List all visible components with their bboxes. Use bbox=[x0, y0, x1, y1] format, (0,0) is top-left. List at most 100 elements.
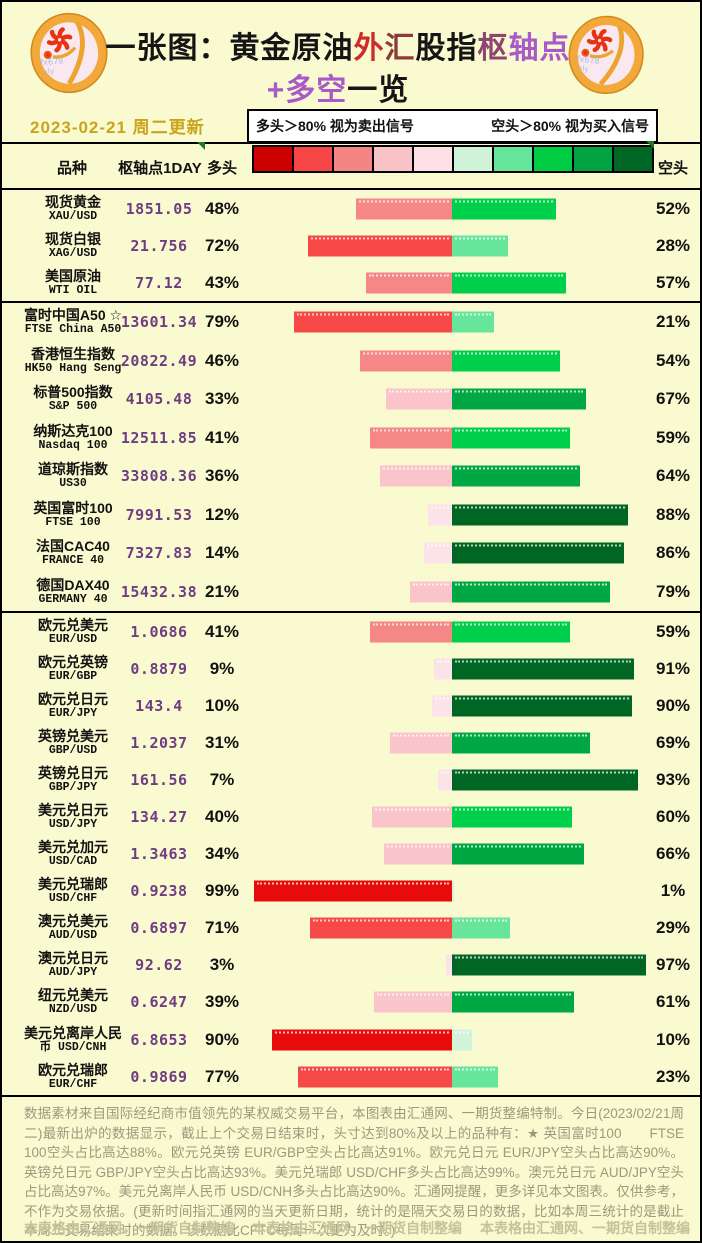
instrument-name-cn: 美元兑离岸人民 bbox=[24, 1024, 122, 1041]
instrument-name-cn: 英国富时100 bbox=[33, 499, 113, 516]
instrument-name-en: USD/CAD bbox=[48, 855, 98, 869]
pivot-value: 0.8879 bbox=[130, 659, 188, 678]
long-percent: 40% bbox=[204, 807, 240, 827]
instrument-name-en: EUR/GBP bbox=[48, 669, 98, 683]
comment-marker-icon bbox=[197, 142, 205, 150]
mooncake-right-image: fx678 vly bbox=[561, 6, 652, 106]
instrument-name-cn: 香港恒生指数 bbox=[31, 345, 115, 362]
pivot-value: 161.56 bbox=[130, 770, 188, 789]
long-percent: 99% bbox=[204, 881, 240, 901]
short-bar bbox=[452, 917, 510, 939]
instrument-name: 美元兑离岸人民币 USD/CNH bbox=[10, 1021, 136, 1058]
pivot-value: 0.9238 bbox=[130, 882, 188, 901]
instrument-name-en: WTI OIL bbox=[48, 283, 98, 297]
long-percent: 9% bbox=[209, 658, 235, 678]
long-bar bbox=[370, 427, 452, 449]
instrument-name-cn: 纳斯达克100 bbox=[33, 422, 113, 439]
instrument-name: 德国DAX40 GERMANY 40 bbox=[10, 573, 136, 612]
instrument-name: 欧元兑瑞郎 EUR/CHF bbox=[10, 1058, 136, 1095]
short-percent: 10% bbox=[655, 1029, 691, 1049]
short-percent: 60% bbox=[655, 807, 691, 827]
instrument-name-en: XAG/USD bbox=[48, 246, 98, 260]
scale-color-cell bbox=[412, 147, 452, 171]
short-bar bbox=[452, 769, 638, 791]
table-row: 欧元兑日元 EUR/JPY 143.4 10% 90% bbox=[2, 687, 700, 724]
instrument-name: 现货白银 XAG/USD bbox=[10, 227, 136, 264]
instrument-name: 纳斯达克100 Nasdaq 100 bbox=[10, 419, 136, 458]
instrument-name: 英国富时100 FTSE 100 bbox=[10, 496, 136, 535]
short-bar bbox=[452, 1029, 472, 1051]
long-percent: 10% bbox=[204, 695, 240, 715]
pivot-value: 1.3463 bbox=[130, 845, 188, 864]
long-percent: 34% bbox=[204, 844, 240, 864]
mooncake-icon: fx678 vly bbox=[568, 15, 644, 95]
long-percent: 41% bbox=[204, 621, 240, 641]
instrument-name: 欧元兑美元 EUR/USD bbox=[10, 613, 136, 650]
long-bar bbox=[386, 388, 452, 410]
scale-color-cell bbox=[452, 147, 492, 171]
table-row: 英镑兑日元 GBP/JPY 161.56 7% 93% bbox=[2, 761, 700, 798]
pivot-value: 15432.38 bbox=[120, 582, 198, 601]
table-row: 澳元兑美元 AUD/USD 0.6897 71% 29% bbox=[2, 910, 700, 947]
short-bar bbox=[452, 581, 610, 603]
short-bar bbox=[452, 198, 556, 219]
table-row: 香港恒生指数 HK50 Hang Seng 20822.49 46% 54% bbox=[2, 342, 700, 381]
instrument-name-en: S&P 500 bbox=[48, 400, 98, 414]
instrument-name: 纽元兑美元 NZD/USD bbox=[10, 984, 136, 1021]
table-row: 法国CAC40 FRANCE 40 7327.83 14% 86% bbox=[2, 534, 700, 573]
mooncake-watermark-text: vly bbox=[578, 63, 590, 73]
instrument-name-cn: 法国CAC40 bbox=[36, 538, 110, 555]
instrument-name-cn: 欧元兑美元 bbox=[38, 616, 108, 633]
table-row: 现货白银 XAG/USD 21.756 72% 28% bbox=[2, 227, 700, 264]
long-percent: 36% bbox=[204, 466, 240, 486]
short-percent: 59% bbox=[655, 427, 691, 447]
short-percent: 21% bbox=[655, 312, 691, 332]
instrument-name-en: US30 bbox=[59, 477, 87, 491]
short-percent: 97% bbox=[655, 955, 691, 975]
title-segment: 轴点+多空 bbox=[266, 32, 571, 107]
short-bar bbox=[452, 695, 632, 717]
short-percent: 66% bbox=[655, 844, 691, 864]
instrument-name-cn: 欧元兑瑞郎 bbox=[38, 1061, 108, 1078]
long-percent: 3% bbox=[209, 955, 235, 975]
instrument-name: 欧元兑日元 EUR/JPY bbox=[10, 687, 136, 724]
pivot-value: 7327.83 bbox=[125, 544, 193, 563]
table-row: 纽元兑美元 NZD/USD 0.6247 39% 61% bbox=[2, 984, 700, 1021]
pivot-value: 0.9869 bbox=[130, 1067, 188, 1086]
table-row: 德国DAX40 GERMANY 40 15432.38 21% 79% bbox=[2, 573, 700, 612]
scale-color-cell bbox=[492, 147, 532, 171]
pivot-value: 20822.49 bbox=[120, 351, 198, 370]
long-percent: 90% bbox=[204, 1029, 240, 1049]
comment-marker-icon bbox=[646, 141, 654, 149]
instrument-name: 法国CAC40 FRANCE 40 bbox=[10, 534, 136, 573]
instrument-name: 富时中国A50 ☆ FTSE China A50 bbox=[10, 303, 136, 342]
long-percent: 31% bbox=[204, 732, 240, 752]
instrument-name-en: 币 USD/CNH bbox=[39, 1040, 107, 1054]
pivot-value: 77.12 bbox=[135, 273, 183, 292]
instrument-name-en: EUR/USD bbox=[48, 632, 98, 646]
column-header-variety: 品种 bbox=[56, 160, 87, 177]
sentiment-color-scale bbox=[252, 145, 654, 173]
scale-color-cell bbox=[332, 147, 372, 171]
instrument-name: 美国原油 WTI OIL bbox=[10, 264, 136, 301]
long-bar bbox=[372, 806, 452, 828]
long-bar bbox=[434, 658, 452, 680]
short-percent: 52% bbox=[655, 198, 691, 218]
long-bar bbox=[272, 1029, 452, 1051]
pivot-value: 134.27 bbox=[130, 808, 188, 827]
instrument-name-en: USD/JPY bbox=[48, 818, 98, 832]
pivot-value: 0.6897 bbox=[130, 919, 188, 938]
short-percent: 1% bbox=[660, 881, 686, 901]
long-percent: 14% bbox=[204, 543, 240, 563]
short-bar bbox=[452, 732, 590, 754]
instrument-name: 美元兑瑞郎 USD/CHF bbox=[10, 873, 136, 910]
long-bar bbox=[438, 769, 452, 791]
pivot-value: 1.2037 bbox=[130, 733, 188, 752]
table-row: 澳元兑日元 AUD/JPY 92.62 3% 97% bbox=[2, 947, 700, 984]
table-group: 富时中国A50 ☆ FTSE China A50 13601.34 79% 21% 香港恒… bbox=[2, 301, 700, 612]
long-bar bbox=[390, 732, 452, 754]
instrument-name-cn: 道琼斯指数 bbox=[38, 461, 108, 478]
instrument-name-en: GBP/JPY bbox=[48, 780, 98, 794]
long-percent: 46% bbox=[204, 350, 240, 370]
scale-color-cell bbox=[254, 147, 292, 171]
